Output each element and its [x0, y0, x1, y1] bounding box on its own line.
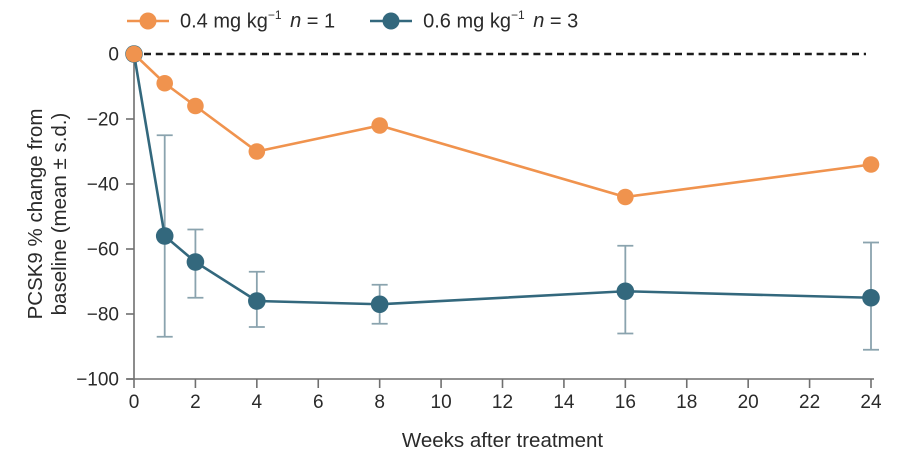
series-line-0	[133, 53, 872, 199]
legend-label-dose-0.4: 0.4 mg kg−1 n = 1	[180, 7, 336, 34]
legend-n-value: = 1	[306, 10, 336, 33]
series-1-point-week-16	[616, 282, 635, 301]
x-tick-label: 2	[190, 392, 201, 413]
x-tick-label: 4	[252, 392, 263, 413]
x-tick-label: 8	[374, 392, 385, 413]
legend-exponent: −1	[510, 7, 525, 22]
legend-exponent: −1	[267, 7, 282, 22]
y-tick-label: 0	[108, 45, 119, 66]
legend-dose-text: 0.4 mg kg	[180, 10, 268, 33]
legend: 0.4 mg kg−1 n = 1 0.6 mg kg−1 n = 3	[126, 7, 578, 35]
x-tick-label: 0	[129, 392, 140, 413]
legend-n-value: = 3	[549, 10, 579, 33]
series-0-point-week-16	[617, 188, 634, 206]
y-axis-label-line-2: baseline (mean ± s.d.)	[48, 113, 71, 316]
x-tick-label: 10	[431, 392, 452, 413]
x-axis-label: Weeks after treatment	[402, 429, 604, 452]
series-0-point-week-1	[156, 74, 174, 92]
series-0-point-week-8	[371, 117, 388, 134]
series-1-point-week-24	[862, 288, 880, 307]
series-1-point-week-1	[155, 227, 174, 245]
y-tick-label: −60	[87, 240, 119, 261]
legend-n-var: n	[290, 10, 302, 33]
series-0-point-week-2	[187, 97, 204, 115]
legend-marker-teal-icon	[370, 12, 413, 30]
y-axis-label-line-1: PCSK9 % change from	[24, 109, 47, 320]
y-tick-label: −80	[87, 305, 119, 326]
series-0-point-week-4	[248, 143, 266, 160]
legend-n-var: n	[533, 10, 545, 33]
legend-dose-text: 0.6 mg kg	[423, 10, 511, 33]
series-0-point-week-24	[862, 156, 880, 173]
y-tick-label: −100	[76, 370, 119, 391]
x-tick-label: 14	[553, 392, 575, 413]
x-tick-label: 24	[860, 392, 882, 413]
series-0-point-week-0	[125, 45, 143, 63]
legend-item-dose-0.6: 0.6 mg kg−1 n = 3	[369, 7, 578, 35]
series-1-point-week-4	[248, 292, 266, 310]
x-tick-label: 16	[615, 392, 636, 413]
x-tick-label: 20	[738, 392, 759, 413]
x-tick-label: 12	[492, 392, 513, 413]
series-1-point-week-8	[370, 295, 389, 314]
legend-marker-orange-icon	[127, 12, 169, 30]
series-1-point-week-2	[186, 253, 205, 271]
legend-item-dose-0.4: 0.4 mg kg−1 n = 1	[126, 7, 335, 35]
x-tick-label: 6	[313, 392, 324, 413]
x-tick-label: 22	[799, 392, 820, 413]
legend-label-dose-0.6: 0.6 mg kg−1 n = 3	[423, 7, 579, 34]
x-tick-label: 18	[676, 392, 697, 413]
y-tick-label: −40	[87, 175, 119, 196]
y-tick-label: −20	[87, 110, 119, 131]
